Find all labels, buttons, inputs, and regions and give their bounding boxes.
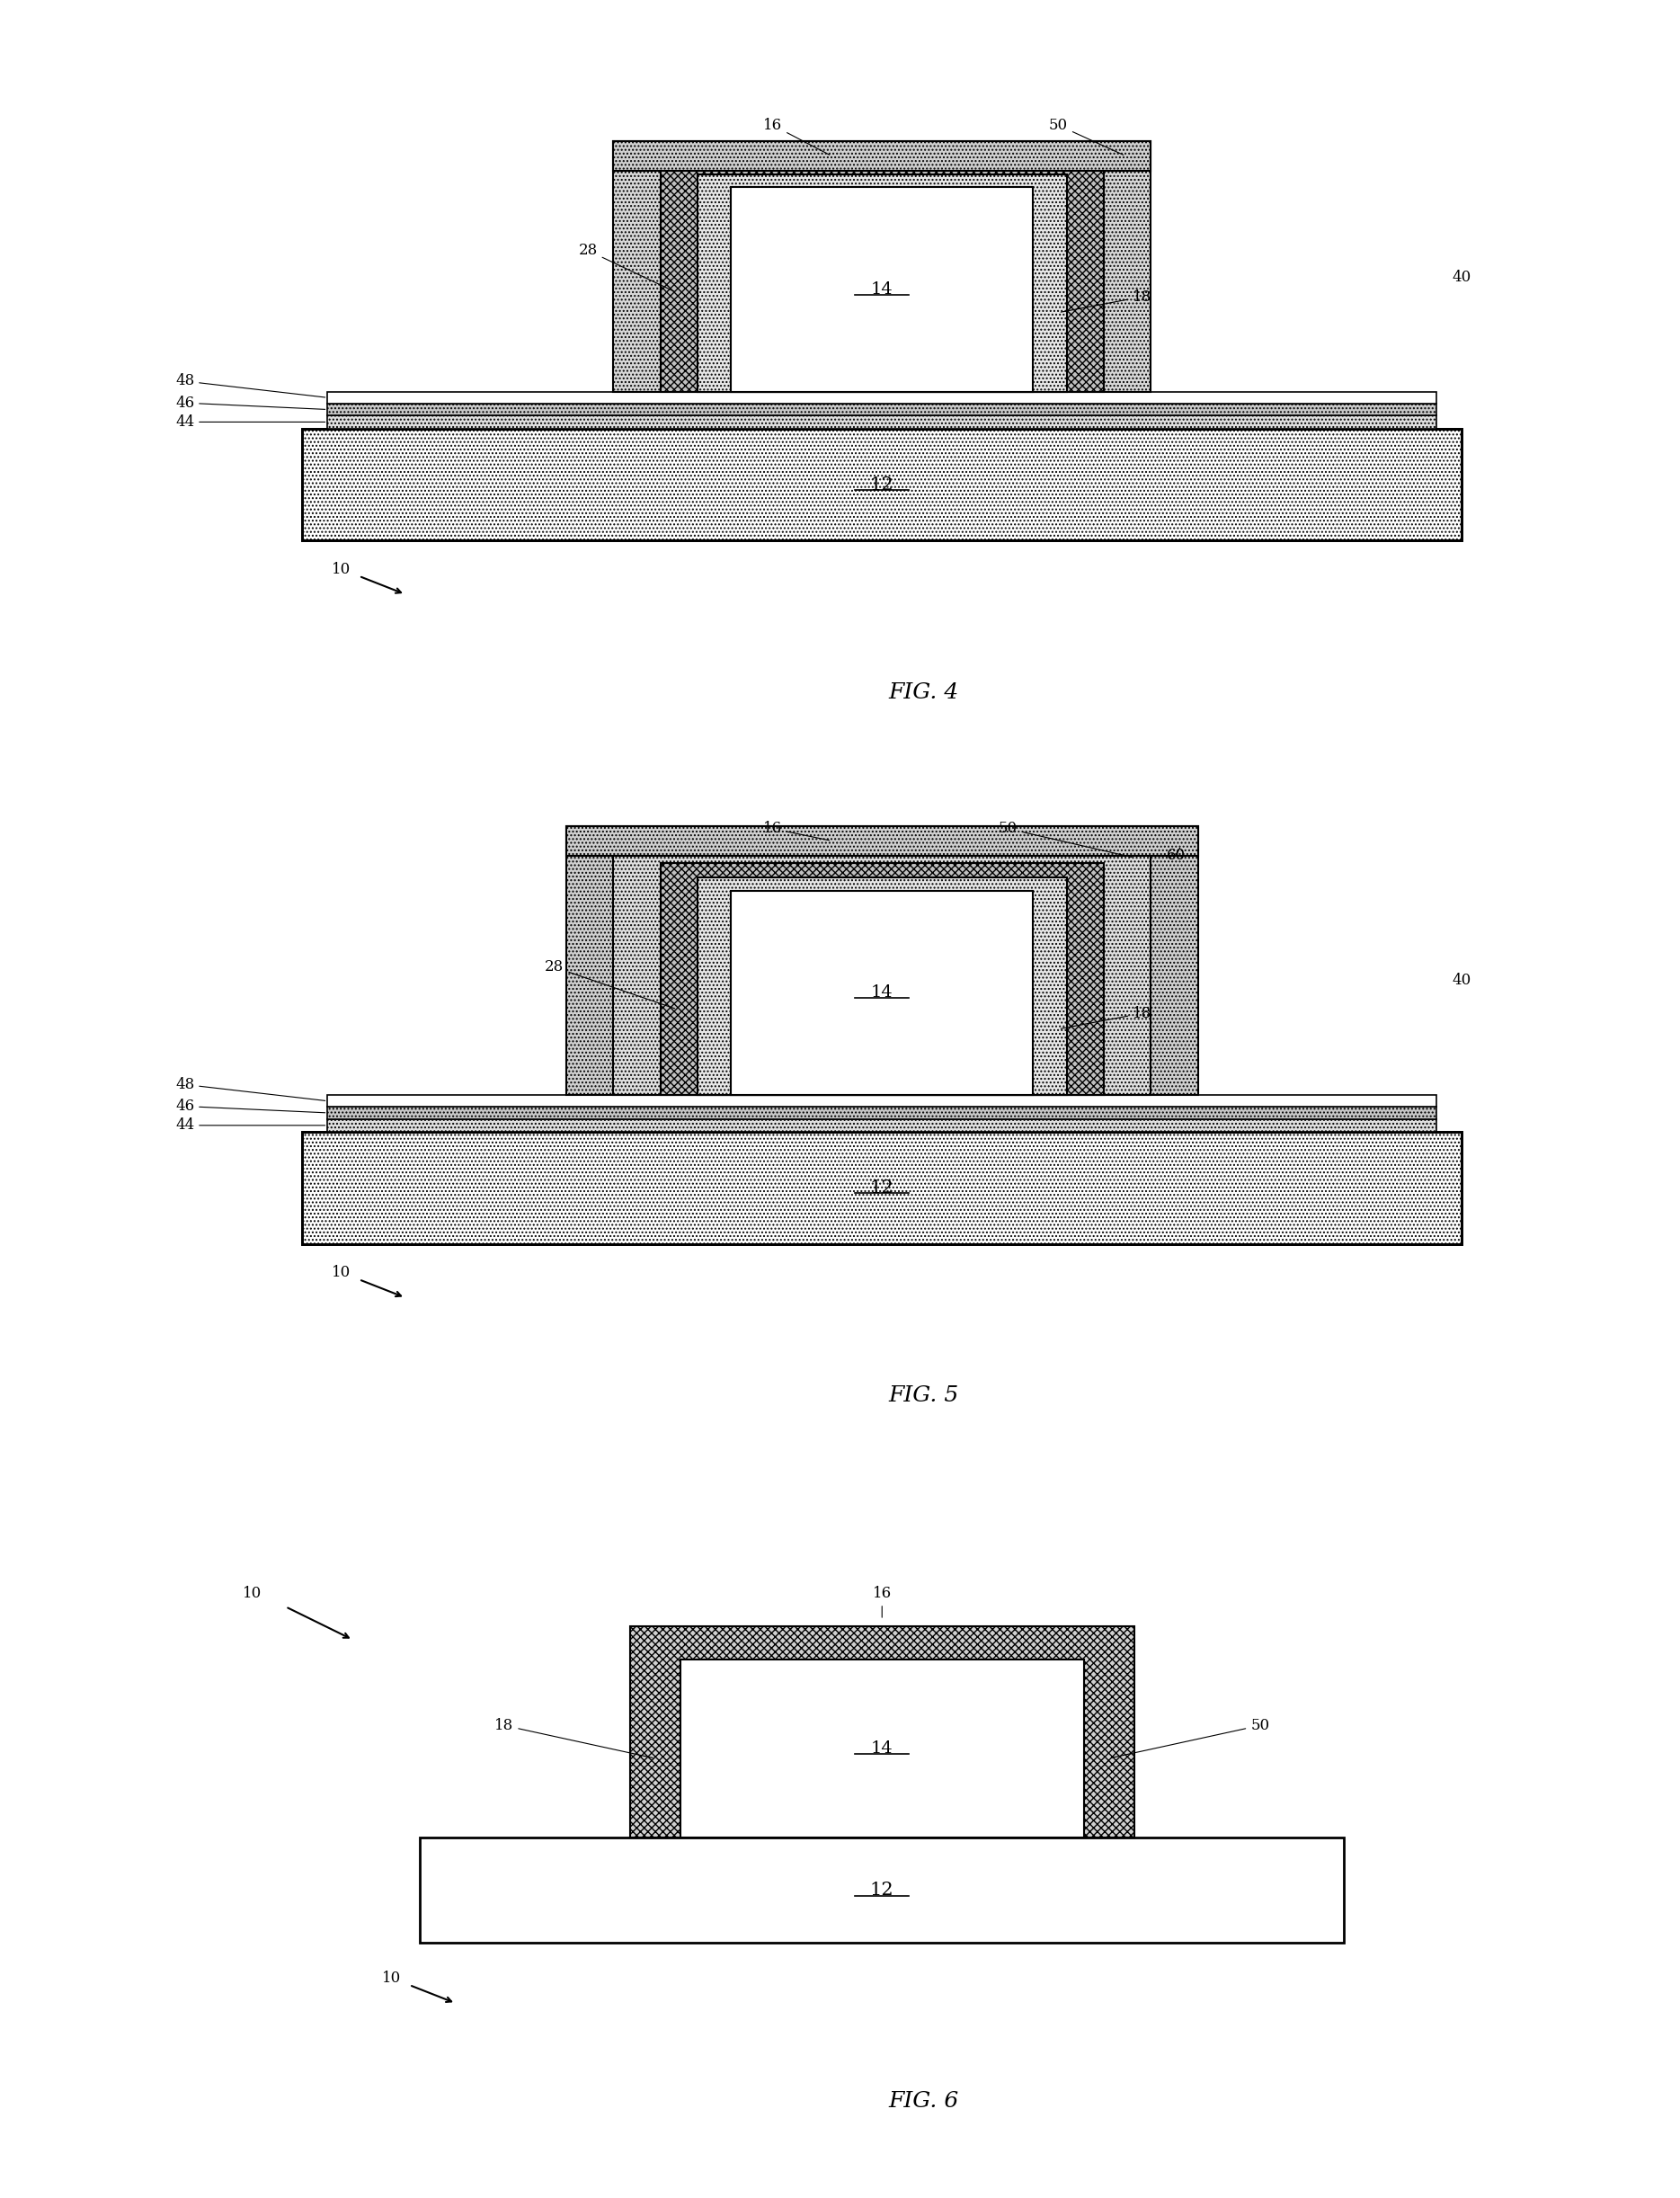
Text: 14: 14 (870, 985, 894, 1000)
Text: 18: 18 (1060, 290, 1152, 312)
Text: FIG. 4: FIG. 4 (889, 681, 959, 703)
Bar (613, 141, 1151, 391)
Text: 48: 48 (175, 374, 326, 398)
Text: 16: 16 (763, 822, 830, 840)
Text: 44: 44 (175, 415, 326, 429)
Text: 10: 10 (242, 1587, 262, 1600)
Bar (328, 404, 1436, 415)
Bar (660, 160, 1104, 391)
Bar (613, 844, 1151, 1095)
Text: 44: 44 (175, 1119, 326, 1132)
Text: 40: 40 (1452, 974, 1472, 987)
Bar (697, 877, 1067, 1095)
Bar (328, 1095, 1436, 1108)
Bar (731, 890, 1033, 1095)
Text: 46: 46 (175, 1099, 326, 1114)
Text: 10: 10 (381, 1969, 402, 1985)
Bar (420, 1838, 1344, 1943)
Bar (302, 1132, 1462, 1244)
Bar (302, 429, 1462, 541)
Text: 14: 14 (870, 1741, 894, 1756)
Bar (680, 1659, 1084, 1838)
Text: 16: 16 (763, 119, 830, 154)
Bar (613, 141, 1151, 171)
Text: 48: 48 (175, 1077, 326, 1101)
Bar (697, 174, 1067, 391)
Text: 46: 46 (175, 396, 326, 411)
Text: 40: 40 (1452, 270, 1472, 284)
Text: 12: 12 (870, 1180, 894, 1196)
Bar (660, 864, 1104, 1095)
Bar (731, 187, 1033, 391)
Text: 50: 50 (1048, 119, 1124, 154)
Text: 50: 50 (998, 822, 1132, 857)
Text: 50: 50 (1110, 1719, 1270, 1758)
Text: 28: 28 (544, 961, 675, 1009)
Text: FIG. 5: FIG. 5 (889, 1385, 959, 1407)
Text: 10: 10 (331, 560, 351, 576)
Text: 60: 60 (1166, 848, 1186, 862)
Text: 10: 10 (331, 1264, 351, 1279)
Text: 18: 18 (494, 1719, 654, 1758)
Bar (566, 826, 1198, 855)
Text: FIG. 6: FIG. 6 (889, 2090, 959, 2112)
Bar (566, 826, 1198, 1095)
Bar (630, 1627, 1134, 1838)
Bar (328, 1119, 1436, 1132)
Text: 28: 28 (578, 244, 675, 292)
Text: 16: 16 (872, 1587, 892, 1618)
Bar (328, 1108, 1436, 1119)
Bar (302, 429, 1462, 541)
Text: 14: 14 (870, 281, 894, 297)
Text: 12: 12 (870, 1881, 894, 1899)
Text: 12: 12 (870, 477, 894, 492)
Bar (328, 415, 1436, 429)
Bar (328, 391, 1436, 404)
Text: 18: 18 (1060, 1007, 1152, 1029)
Bar (302, 1132, 1462, 1244)
